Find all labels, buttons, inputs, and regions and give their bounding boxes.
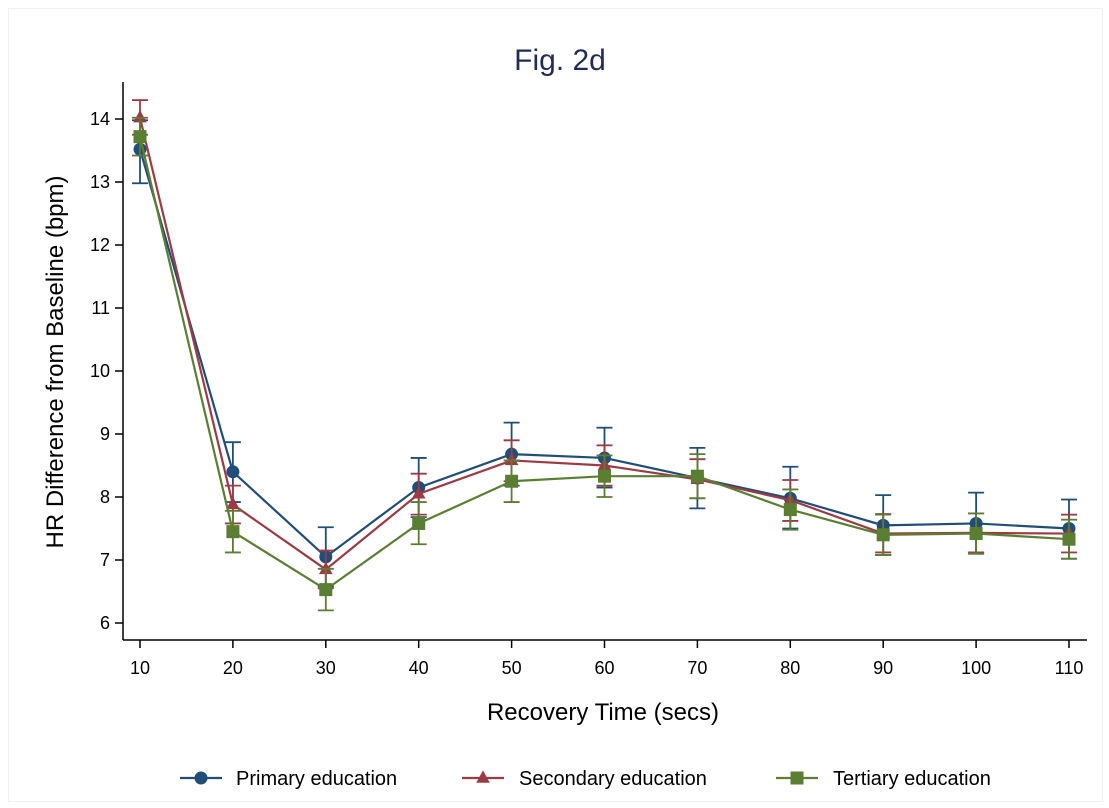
- data-point: [504, 452, 519, 466]
- y-tick-label: 6: [100, 613, 110, 633]
- legend-marker: [194, 771, 208, 785]
- data-point: [505, 474, 519, 488]
- axes: 6 7 8 9 10 11 12 13 14 10 20 30 40 50 60 70 80 90 100 110: [90, 82, 1087, 678]
- x-tick-label: 90: [873, 658, 893, 678]
- data-point: [226, 465, 240, 479]
- legend-label: Secondary education: [519, 768, 707, 790]
- legend-marker: [790, 771, 804, 785]
- series-layer: [132, 99, 1077, 612]
- legend: Primary education Secondary education Tert…: [180, 768, 991, 790]
- x-tick-label: 110: [1055, 658, 1084, 678]
- x-tick-label: 60: [594, 658, 614, 678]
- data-point: [133, 110, 147, 123]
- x-tick-label: 40: [409, 658, 429, 678]
- chart-title: Fig. 2d: [514, 44, 606, 77]
- y-tick-label: 10: [90, 361, 110, 381]
- x-tick-label: 50: [502, 658, 522, 678]
- data-point: [1062, 532, 1076, 546]
- data-point: [226, 525, 240, 539]
- x-axis-title: Recovery Time (secs): [487, 699, 719, 726]
- legend-item-3: Tertiary education: [776, 768, 991, 790]
- series-2: [132, 99, 1077, 590]
- y-tick-label: 12: [90, 235, 110, 255]
- data-point: [133, 130, 147, 144]
- x-tick-label: 10: [130, 658, 150, 678]
- y-tick-label: 8: [100, 487, 110, 507]
- legend-marker: [476, 770, 490, 783]
- series-3: [132, 116, 1077, 612]
- data-point: [319, 583, 333, 597]
- legend-label: Primary education: [236, 768, 397, 790]
- data-point: [783, 503, 797, 517]
- data-point: [412, 516, 426, 530]
- series-line: [138, 136, 1070, 591]
- y-tick-label: 14: [90, 109, 110, 129]
- data-point: [690, 469, 704, 483]
- x-tick-label: 80: [780, 658, 800, 678]
- y-tick-label: 11: [91, 298, 110, 318]
- y-tick-label: 13: [90, 172, 110, 192]
- legend-label: Tertiary education: [833, 768, 991, 790]
- x-tick-label: 70: [687, 658, 707, 678]
- x-tick-label: 20: [223, 658, 243, 678]
- data-point: [969, 527, 983, 541]
- series-1: [132, 119, 1077, 588]
- series-line: [138, 117, 1070, 571]
- data-point: [876, 528, 890, 542]
- legend-item-2: Secondary education: [462, 768, 707, 790]
- y-tick-label: 9: [100, 424, 110, 444]
- legend-item-1: Primary education: [180, 768, 397, 790]
- chart-frame: [8, 8, 1103, 802]
- x-tick-label: 100: [961, 658, 991, 678]
- data-point: [411, 486, 426, 499]
- data-point: [226, 496, 240, 510]
- x-tick-label: 30: [316, 658, 336, 678]
- y-tick-label: 7: [100, 550, 110, 570]
- y-axis-title: HR Difference from Baseline (bpm): [42, 175, 69, 548]
- data-point: [598, 469, 611, 483]
